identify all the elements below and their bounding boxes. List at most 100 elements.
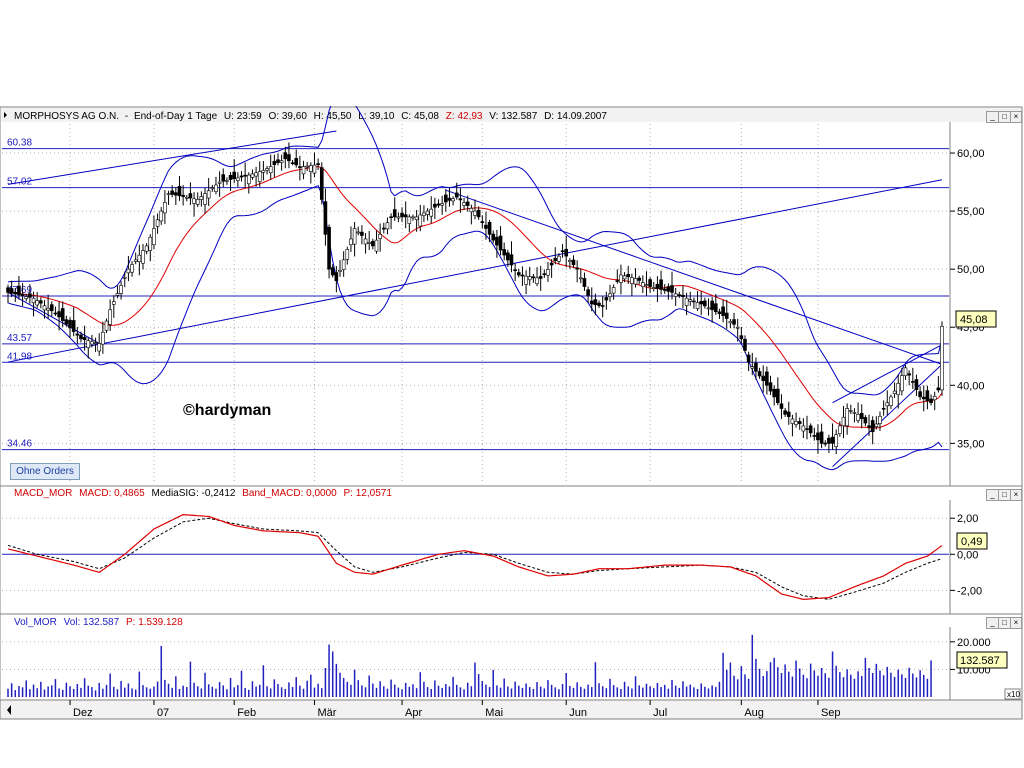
- candle-body: [166, 193, 171, 195]
- candle-body: [268, 166, 273, 174]
- candle-body: [126, 268, 131, 274]
- candle-body: [101, 331, 105, 345]
- candle-body: [710, 300, 714, 311]
- candle-body: [148, 236, 153, 251]
- candle-body: [495, 236, 499, 246]
- candle-body: [688, 299, 693, 302]
- macd-main-line: [7, 513, 943, 601]
- candle-body: [648, 279, 652, 287]
- candle-body: [418, 214, 423, 227]
- candle-body: [549, 262, 554, 266]
- candle-body: [520, 274, 525, 277]
- candle-body: [130, 264, 134, 273]
- candle-body: [112, 301, 116, 305]
- candle-body: [319, 167, 324, 200]
- candle-body: [783, 410, 787, 415]
- candle-body: [24, 296, 29, 299]
- bollinger-upper: [7, 91, 943, 396]
- candle-body: [305, 165, 309, 168]
- ohne-orders-button[interactable]: Ohne Orders: [10, 463, 80, 480]
- candle-body: [141, 250, 145, 264]
- candle-body: [797, 421, 802, 424]
- candle-body: [217, 181, 222, 184]
- price-tick-label: 40,00: [957, 380, 985, 392]
- candle-body: [560, 250, 565, 253]
- price-close-button[interactable]: ×: [1010, 111, 1022, 123]
- candle-body: [509, 254, 514, 266]
- candle-body: [458, 198, 463, 201]
- trendline-channel-upper: [832, 344, 943, 404]
- candle-body: [867, 425, 871, 428]
- candle-body: [444, 194, 448, 203]
- time-tick-label: Jun: [569, 707, 587, 719]
- candle-body: [484, 224, 488, 229]
- candle-body: [265, 168, 269, 171]
- chart-svg: MORPHOSYS AG O.N. - End-of-Day 1 Tage U:…: [0, 91, 1023, 720]
- candle-body: [721, 306, 725, 316]
- candle-body: [655, 283, 660, 289]
- price-maximize-button[interactable]: □: [998, 111, 1011, 123]
- candle-body: [786, 411, 791, 417]
- candle-body: [115, 293, 120, 296]
- candle-body: [739, 335, 744, 340]
- candle-body: [848, 410, 853, 412]
- candle-body: [422, 212, 426, 216]
- candle-body: [411, 216, 415, 219]
- volume-header: Vol_MOR Vol: 132.587 P: 1.539.128: [14, 617, 183, 628]
- candle-body: [673, 293, 678, 297]
- candle-body: [283, 152, 288, 160]
- candle-body: [137, 254, 142, 262]
- candle-body: [31, 297, 36, 304]
- candle-body: [345, 249, 350, 260]
- candle-body: [637, 277, 641, 281]
- candle-body: [414, 216, 419, 220]
- macd-close-button[interactable]: ×: [1010, 489, 1022, 501]
- candle-body: [195, 199, 200, 205]
- macd-grid: [2, 517, 949, 591]
- candle-body: [823, 442, 828, 445]
- candle-body: [425, 210, 430, 215]
- candle-body: [491, 233, 496, 241]
- candle-body: [473, 210, 477, 216]
- candle-body: [465, 201, 470, 206]
- candle-body: [363, 238, 368, 245]
- candle-body: [9, 288, 14, 294]
- trendline-resistance-main: [445, 189, 943, 365]
- time-axis: [0, 699, 1023, 720]
- candle-body: [86, 340, 91, 349]
- candle-body: [659, 279, 663, 290]
- panel-arrow-icon[interactable]: [4, 112, 7, 118]
- candle-body: [535, 277, 539, 285]
- candle-body: [593, 299, 598, 306]
- candle-body: [42, 305, 47, 311]
- scroll-left-icon[interactable]: [7, 705, 11, 715]
- candle-body: [108, 309, 112, 325]
- candle-body: [97, 343, 102, 352]
- macd-last-box: [956, 532, 988, 550]
- candle-body: [392, 209, 397, 218]
- candle-body: [451, 198, 455, 202]
- candle-body: [287, 154, 291, 162]
- level-label: 60.38: [7, 138, 32, 149]
- candle-body: [49, 304, 54, 312]
- candle-body: [57, 311, 61, 318]
- candle-body: [330, 267, 335, 276]
- candle-body: [776, 388, 780, 404]
- volume-close-button[interactable]: ×: [1010, 617, 1022, 629]
- candle-body: [801, 425, 806, 432]
- candle-body: [487, 222, 492, 235]
- candle-body: [46, 307, 50, 311]
- candle-body: [279, 160, 284, 163]
- trendline-channel-lower: [832, 364, 943, 467]
- candle-body: [892, 390, 897, 394]
- candle-body: [254, 172, 258, 177]
- candle-body: [662, 288, 667, 291]
- candle-body: [911, 381, 915, 383]
- candle-body: [761, 375, 766, 381]
- macd-maximize-button[interactable]: □: [998, 489, 1011, 501]
- candle-body: [728, 321, 733, 324]
- candle-body: [531, 276, 536, 279]
- price-header-open: O: 39,60: [269, 111, 308, 122]
- candle-body: [524, 275, 528, 285]
- candle-body: [199, 196, 204, 200]
